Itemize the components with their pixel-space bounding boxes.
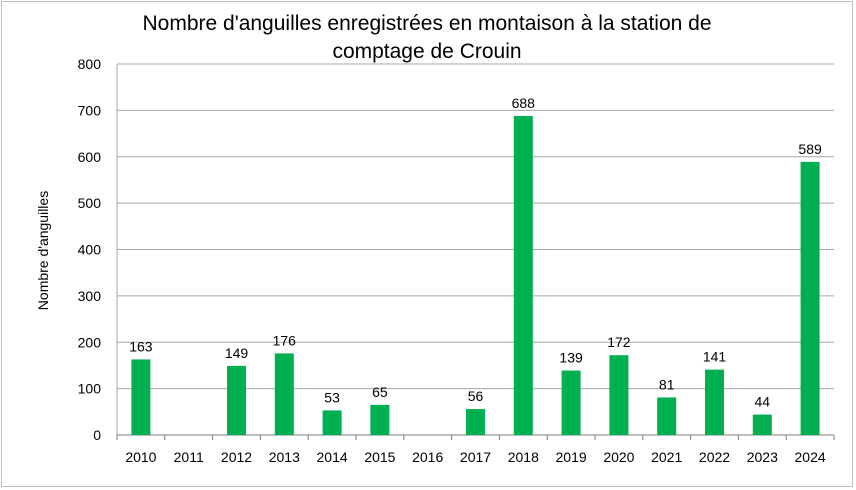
data-label: 141 [703,349,727,365]
x-tick-label: 2014 [317,449,348,465]
bar [322,410,342,435]
x-tick-label: 2019 [556,449,587,465]
y-tick-label: 500 [78,195,102,211]
chart-title: Nombre d'anguilles enregistrées en monta… [142,12,712,63]
x-tick-label: 2010 [125,449,156,465]
data-label: 139 [559,350,583,366]
bar [227,365,246,435]
x-tick-label: 2023 [747,449,778,465]
y-tick-label: 400 [78,242,102,258]
bar [513,115,533,435]
bar [800,161,820,435]
data-label: 172 [607,334,631,350]
y-tick-label: 100 [78,381,102,397]
y-tick-label: 300 [78,288,102,304]
y-tick-label: 0 [93,427,101,443]
x-tick-label: 2011 [174,449,204,465]
bar [370,404,390,435]
y-tick-label: 700 [78,102,102,118]
x-tick-label: 2013 [269,449,300,465]
data-label: 81 [659,376,675,392]
data-label: 53 [324,389,340,405]
y-tick-label: 600 [78,149,102,165]
x-tick-label: 2020 [603,449,634,465]
y-tick-label: 200 [78,334,102,350]
data-label: 688 [512,95,536,111]
x-tick-label: 2012 [221,449,252,465]
x-tick-label: 2017 [460,449,491,465]
x-tick-label: 2022 [699,449,730,465]
x-tick-label: 2018 [508,449,539,465]
data-label: 44 [755,394,771,410]
data-label: 176 [273,332,297,348]
bar [131,359,151,435]
bar [705,369,724,435]
y-tick-label: 800 [78,56,102,72]
bar [466,409,485,435]
data-label: 65 [372,384,388,400]
data-label: 56 [468,388,484,404]
x-tick-label: 2021 [651,449,682,465]
x-tick-label: 2015 [364,449,395,465]
bar [274,353,294,435]
bar [752,414,772,435]
bar [657,397,677,435]
x-tick-label: 2016 [412,449,443,465]
bar [609,355,629,435]
data-label: 163 [129,338,153,354]
data-label: 149 [225,345,249,361]
bar [561,370,581,435]
data-label: 589 [798,141,822,157]
x-tick-label: 2024 [795,449,826,465]
y-axis-title: Nombre d'anguilles [35,191,51,310]
